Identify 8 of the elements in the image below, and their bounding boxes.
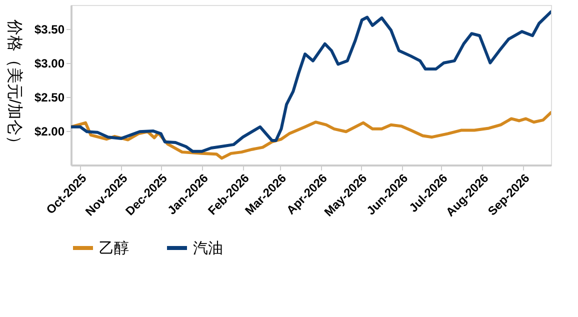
y-tick-label: $2.00 [34, 124, 65, 138]
y-tick-label: $3.00 [34, 56, 65, 70]
y-tick-label: $2.50 [34, 90, 65, 104]
legend-label: 乙醇 [99, 240, 129, 257]
legend-label: 汽油 [193, 240, 223, 257]
y-tick-label: $3.50 [34, 22, 65, 36]
y-axis-title: 价格（美元/加仑） [5, 18, 24, 152]
line-series [71, 10, 551, 153]
